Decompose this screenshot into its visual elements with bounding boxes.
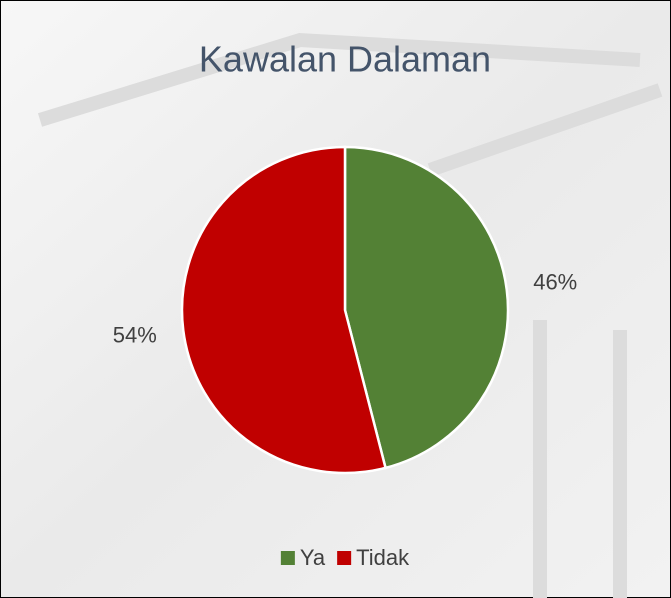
legend-swatch (281, 551, 295, 565)
legend-swatch (337, 551, 351, 565)
legend-label: Tidak (356, 545, 410, 570)
data-label: 46% (533, 269, 577, 294)
chart-title: Kawalan Dalaman (199, 39, 491, 80)
legend-label: Ya (300, 545, 326, 570)
chart: Kawalan Dalaman 46% 54% Ya Tidak (0, 0, 671, 598)
data-label: 54% (113, 322, 157, 347)
